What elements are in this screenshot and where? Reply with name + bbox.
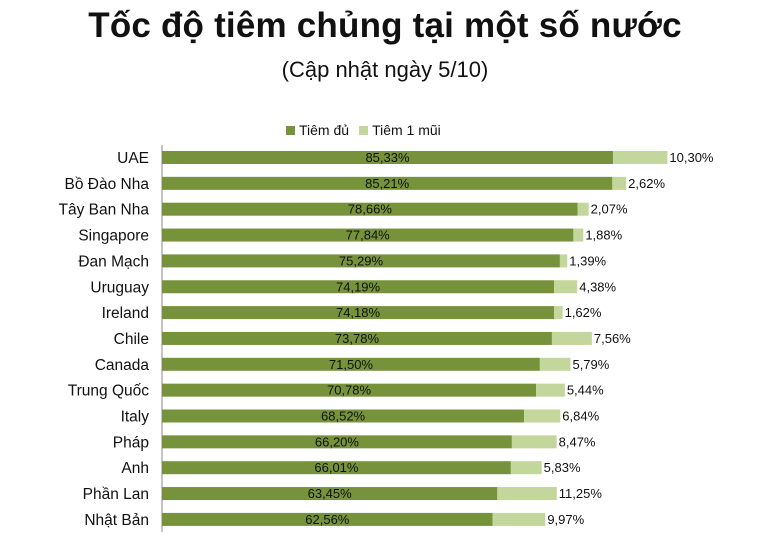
data-label-one-dose: 2,62% (628, 176, 665, 191)
category-label: Trung Quốc (68, 383, 150, 400)
chart-subtitle: (Cập nhật ngày 5/10) (281, 57, 489, 82)
bar-one-dose (497, 487, 557, 501)
bar-full-vaccinated (162, 280, 555, 294)
bar-one-dose (612, 176, 627, 190)
chart-legend: Tiêm đủ Tiêm 1 mũi (286, 122, 451, 138)
bar-one-dose (539, 357, 571, 371)
bar-one-dose (612, 151, 668, 164)
data-label-full: 63,45% (308, 486, 353, 501)
category-label: Pháp (113, 434, 149, 451)
data-label-one-dose: 4,38% (579, 279, 616, 294)
category-label: Tây Ban Nha (59, 202, 150, 219)
bar-one-dose (536, 383, 565, 397)
data-label-one-dose: 1,39% (569, 253, 606, 268)
data-label-one-dose: 10,30% (669, 150, 714, 165)
data-label-one-dose: 5,79% (572, 357, 609, 372)
data-label-full: 70,78% (327, 383, 372, 398)
bar-one-dose (559, 254, 568, 268)
data-label-full: 62,56% (305, 512, 350, 527)
data-label-full: 85,21% (365, 176, 410, 191)
category-label: UAE (117, 150, 149, 167)
chart-title: Tốc độ tiêm chủng tại một số nước (88, 6, 682, 45)
bar-full-vaccinated (162, 383, 537, 397)
bar-one-dose (573, 228, 584, 242)
bar-full-vaccinated (162, 409, 525, 423)
data-label-one-dose: 5,44% (567, 383, 604, 398)
bar-one-dose (510, 461, 542, 475)
data-label-full: 73,78% (335, 331, 380, 346)
bar-full-vaccinated (162, 435, 512, 449)
data-label-full: 85,33% (365, 150, 410, 165)
bar-full-vaccinated (162, 254, 560, 268)
data-label-one-dose: 7,56% (594, 331, 631, 346)
data-label-full: 77,84% (346, 228, 391, 243)
category-label: Uruguay (90, 279, 149, 296)
data-label-full: 74,19% (336, 279, 381, 294)
bar-full-vaccinated (162, 512, 493, 526)
data-label-full: 71,50% (329, 357, 374, 372)
bar-full-vaccinated (162, 461, 511, 475)
bar-full-vaccinated (162, 151, 613, 164)
bar-one-dose (554, 280, 578, 294)
data-label-one-dose: 6,84% (562, 409, 599, 424)
legend-label-full: Tiêm đủ (299, 122, 350, 138)
data-label-full: 75,29% (339, 253, 384, 268)
bar-one-dose (551, 331, 592, 345)
bar-one-dose (524, 409, 561, 423)
category-label: Singapore (78, 228, 149, 245)
data-label-full: 74,18% (336, 305, 381, 320)
legend-swatch-one-dose (359, 125, 369, 135)
category-label: Ireland (102, 305, 149, 322)
data-label-one-dose: 11,25% (559, 486, 603, 501)
data-label-full: 78,66% (348, 202, 393, 217)
data-label-full: 66,20% (315, 434, 360, 449)
data-label-one-dose: 1,88% (585, 228, 622, 243)
bar-full-vaccinated (162, 228, 574, 242)
legend-item-full: Tiêm đủ (286, 122, 349, 138)
data-label-one-dose: 2,07% (591, 202, 628, 217)
category-label: Chile (114, 331, 149, 348)
data-label-one-dose: 1,62% (565, 305, 602, 320)
category-label: Canada (95, 357, 150, 374)
bar-one-dose (554, 306, 563, 320)
bar-one-dose (511, 435, 557, 449)
category-label: Anh (121, 460, 149, 477)
bar-full-vaccinated (162, 202, 578, 216)
legend-label-one-dose: Tiêm 1 mũi (372, 122, 441, 138)
category-label: Phần Lan (83, 486, 149, 503)
legend-swatch-full (286, 125, 295, 135)
legend-item-one-dose: Tiêm 1 mũi (359, 122, 441, 138)
bar-full-vaccinated (162, 487, 498, 501)
data-label-one-dose: 8,47% (559, 434, 596, 449)
bar-one-dose (492, 512, 546, 526)
category-label: Nhật Bản (84, 512, 149, 529)
bar-full-vaccinated (162, 306, 555, 320)
data-label-one-dose: 5,83% (544, 460, 581, 475)
data-label-full: 68,52% (321, 409, 366, 424)
category-label: Bồ Đào Nha (65, 176, 150, 193)
data-label-one-dose: 9,97% (547, 512, 584, 527)
category-label: Đan Mạch (78, 253, 149, 270)
bar-full-vaccinated (162, 357, 540, 371)
bar-full-vaccinated (162, 331, 552, 345)
category-label: Italy (121, 409, 150, 426)
bar-full-vaccinated (162, 176, 613, 190)
bar-one-dose (577, 202, 589, 216)
data-label-full: 66,01% (314, 460, 359, 475)
